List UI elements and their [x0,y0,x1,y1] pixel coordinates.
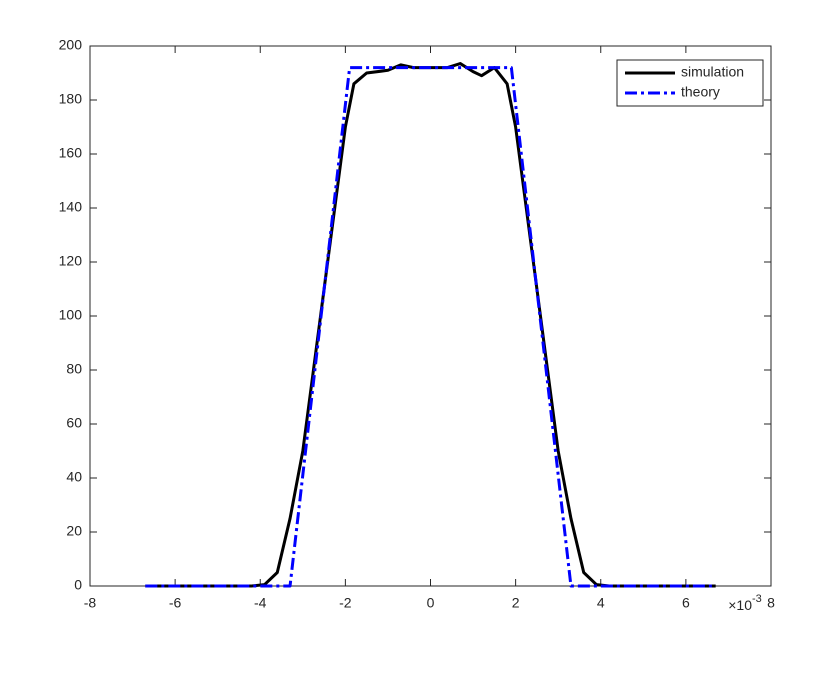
exponent-base: ×10 [728,597,752,613]
legend-box [616,59,764,107]
x-tick-label: 6 [682,595,690,611]
x-tick-label: 4 [597,595,605,611]
legend-label: simulation [681,64,744,80]
y-tick-label: 120 [59,253,83,269]
y-tick-label: 20 [66,523,82,539]
exponent-power: -3 [752,593,762,605]
y-tick-label: 180 [59,91,83,107]
y-tick-label: 80 [66,361,82,377]
x-exponent-label: ×10-3 [728,593,762,613]
x-tick-label: -4 [254,595,267,611]
y-tick-label: 0 [74,577,82,593]
y-tick-label: 40 [66,469,82,485]
x-tick-label: 2 [512,595,520,611]
y-tick-label: 140 [59,199,83,215]
y-tick-label: 160 [59,145,83,161]
y-tick-label: 100 [59,307,83,323]
x-tick-label: 8 [767,595,775,611]
x-tick-label: -2 [339,595,352,611]
legend-label: theory [681,84,720,100]
x-tick-label: -6 [169,595,182,611]
x-tick-label: -8 [84,595,97,611]
y-tick-label: 200 [59,37,83,53]
series-line [145,66,716,588]
x-tick-label: 0 [427,595,435,611]
y-tick-label: 60 [66,415,82,431]
plot-frame [89,45,772,587]
series-line [145,62,716,588]
